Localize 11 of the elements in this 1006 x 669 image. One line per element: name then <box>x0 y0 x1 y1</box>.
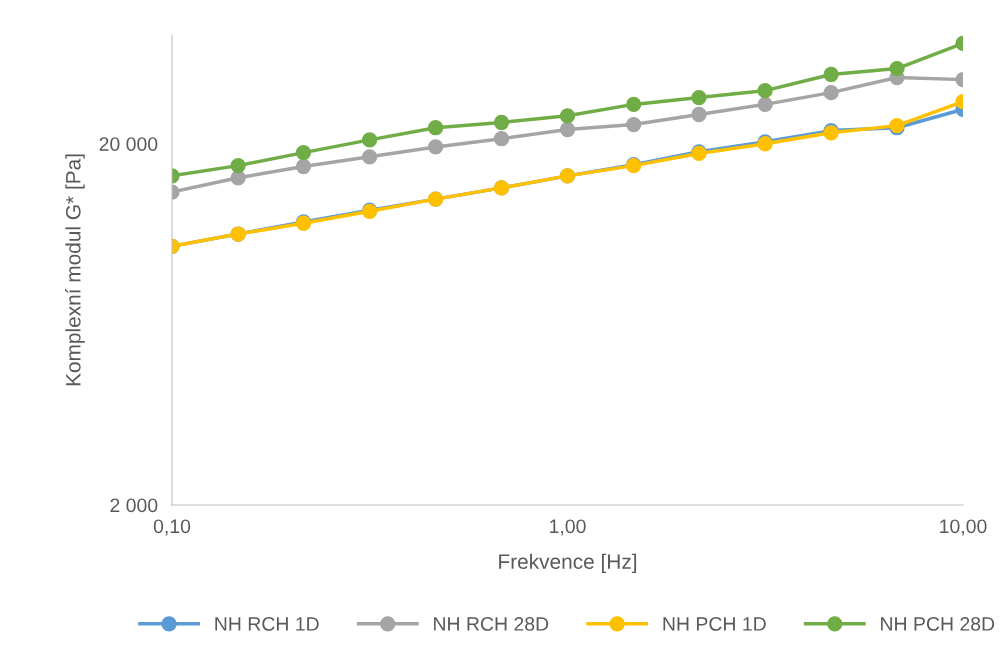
x-axis-title: Frekvence [Hz] <box>499 553 637 574</box>
x-tick-label: 10,00 <box>940 519 987 536</box>
y-tick-label: 2 000 <box>110 498 158 513</box>
x-tick-label: 0,10 <box>153 519 191 536</box>
legend-label: NH RCH 1D <box>215 617 319 631</box>
legend-label: NH PCH 1D <box>663 617 766 631</box>
legend-label: NH RCH 28D <box>434 617 549 631</box>
legend-label: NH PCH 28D <box>881 617 995 631</box>
x-tick-label: 1,00 <box>550 519 586 536</box>
y-tick-label: 20 000 <box>99 137 158 151</box>
y-axis-title: Komplexní modul G* [Pa] <box>65 154 85 386</box>
